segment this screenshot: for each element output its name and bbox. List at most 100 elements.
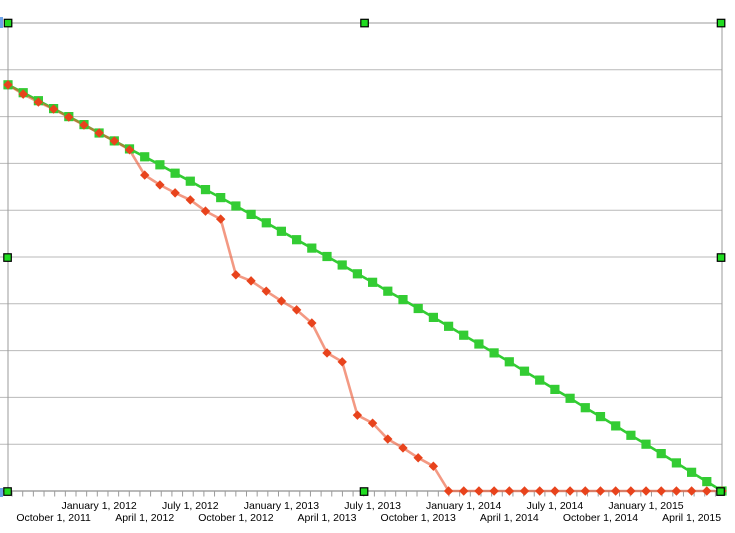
green-series-marker[interactable] bbox=[595, 412, 606, 422]
green-series-marker[interactable] bbox=[519, 366, 530, 376]
x-axis-label[interactable]: January 1, 2015 bbox=[608, 500, 683, 512]
selection-handle-bottom-left[interactable] bbox=[3, 487, 12, 496]
red-series-marker[interactable] bbox=[443, 486, 454, 496]
x-axis-label[interactable]: July 1, 2012 bbox=[162, 500, 219, 512]
red-series-marker[interactable] bbox=[185, 195, 195, 205]
red-series-marker[interactable] bbox=[140, 170, 150, 180]
red-series-marker[interactable] bbox=[413, 453, 423, 463]
red-series-marker[interactable] bbox=[291, 305, 302, 315]
selection-handle-middle-right[interactable] bbox=[716, 253, 726, 262]
green-series-marker[interactable] bbox=[155, 160, 165, 170]
selection-handle-bottom-right[interactable] bbox=[716, 487, 725, 496]
red-series-marker[interactable] bbox=[48, 104, 59, 114]
red-series-marker[interactable] bbox=[124, 145, 135, 155]
red-series-marker[interactable] bbox=[170, 188, 180, 198]
red-series-marker[interactable] bbox=[474, 486, 484, 496]
red-series-marker[interactable] bbox=[3, 80, 13, 90]
green-series-marker[interactable] bbox=[246, 209, 256, 219]
red-series-marker[interactable] bbox=[595, 486, 606, 496]
red-series-marker[interactable] bbox=[215, 214, 226, 224]
red-series-marker[interactable] bbox=[276, 296, 287, 306]
red-series-marker[interactable] bbox=[155, 180, 165, 190]
green-series-marker[interactable] bbox=[140, 152, 150, 162]
green-series-marker[interactable] bbox=[413, 303, 423, 314]
red-series-marker[interactable] bbox=[383, 434, 393, 444]
x-axis-label[interactable]: October 1, 2011 bbox=[16, 512, 91, 524]
x-axis-label[interactable]: January 1, 2012 bbox=[61, 500, 136, 512]
green-series-marker[interactable] bbox=[641, 439, 651, 449]
red-series-marker[interactable] bbox=[565, 486, 575, 496]
x-axis-label[interactable]: April 1, 2012 bbox=[115, 512, 174, 524]
green-series-marker[interactable] bbox=[398, 295, 408, 305]
green-series-marker[interactable] bbox=[504, 357, 514, 367]
green-series-marker[interactable] bbox=[383, 286, 393, 296]
red-series-marker[interactable] bbox=[641, 486, 651, 496]
red-series-marker[interactable] bbox=[200, 206, 211, 216]
red-series-marker[interactable] bbox=[504, 486, 515, 496]
x-axis-label[interactable]: January 1, 2013 bbox=[244, 500, 319, 512]
red-series-marker[interactable] bbox=[18, 89, 28, 99]
red-series-marker[interactable] bbox=[307, 318, 317, 328]
red-series-marker[interactable] bbox=[367, 418, 378, 428]
green-series-marker[interactable] bbox=[565, 393, 575, 403]
x-axis-label[interactable]: October 1, 2014 bbox=[563, 512, 638, 524]
red-series-marker[interactable] bbox=[610, 486, 621, 496]
red-series-marker[interactable] bbox=[489, 486, 499, 496]
selection-handle-top-right[interactable] bbox=[716, 18, 726, 28]
x-axis-label[interactable]: October 1, 2013 bbox=[381, 512, 456, 524]
green-series-marker[interactable] bbox=[368, 277, 378, 287]
red-series-marker[interactable] bbox=[580, 486, 590, 496]
red-series-marker[interactable] bbox=[322, 348, 332, 358]
green-series-marker[interactable] bbox=[580, 403, 590, 413]
green-series-marker[interactable] bbox=[687, 467, 697, 477]
red-series-marker[interactable] bbox=[246, 276, 256, 286]
red-series-marker[interactable] bbox=[33, 97, 44, 107]
green-series-marker[interactable] bbox=[216, 193, 226, 203]
red-series-marker[interactable] bbox=[79, 120, 89, 130]
green-series-marker[interactable] bbox=[200, 185, 211, 195]
green-series-marker[interactable] bbox=[185, 176, 195, 186]
red-series-marker[interactable] bbox=[686, 486, 697, 496]
selection-handle-middle-left[interactable] bbox=[3, 253, 12, 262]
green-series-marker[interactable] bbox=[428, 312, 438, 322]
red-series-marker[interactable] bbox=[535, 486, 545, 496]
green-series-marker[interactable] bbox=[337, 260, 347, 270]
selection-handle-bottom-middle[interactable] bbox=[359, 487, 369, 496]
green-series-marker[interactable] bbox=[474, 339, 484, 349]
green-series-marker[interactable] bbox=[656, 449, 666, 459]
green-series-marker[interactable] bbox=[170, 168, 180, 178]
selection-handle-top-middle[interactable] bbox=[360, 18, 369, 28]
green-series-marker[interactable] bbox=[292, 235, 302, 245]
x-axis-label[interactable]: April 1, 2014 bbox=[480, 512, 539, 524]
red-series-marker[interactable] bbox=[352, 410, 363, 420]
red-series-marker[interactable] bbox=[94, 128, 104, 138]
x-axis-label[interactable]: July 1, 2013 bbox=[344, 500, 401, 512]
green-series-marker[interactable] bbox=[307, 243, 317, 253]
green-series-marker[interactable] bbox=[611, 421, 621, 431]
red-series-marker[interactable] bbox=[702, 486, 712, 496]
green-series-marker[interactable] bbox=[231, 201, 241, 211]
x-axis-label[interactable]: October 1, 2012 bbox=[198, 512, 273, 524]
x-axis-label[interactable]: April 1, 2013 bbox=[298, 512, 357, 524]
green-series-marker[interactable] bbox=[626, 430, 636, 440]
green-series-marker[interactable] bbox=[352, 269, 362, 279]
x-axis-label[interactable]: January 1, 2014 bbox=[426, 500, 501, 512]
green-series-marker[interactable] bbox=[322, 251, 332, 262]
red-series-marker[interactable] bbox=[428, 461, 439, 471]
green-series-marker[interactable] bbox=[276, 226, 286, 236]
selection-handle-top-left[interactable] bbox=[3, 18, 13, 28]
red-series-marker[interactable] bbox=[671, 486, 682, 496]
red-series-marker[interactable] bbox=[656, 486, 666, 496]
green-series-marker[interactable] bbox=[489, 348, 499, 358]
red-series-marker[interactable] bbox=[398, 443, 408, 453]
red-series-marker[interactable] bbox=[550, 486, 560, 496]
green-series-marker[interactable] bbox=[671, 458, 681, 468]
red-series-marker[interactable] bbox=[626, 486, 636, 496]
green-series-marker[interactable] bbox=[444, 321, 454, 331]
red-series-marker[interactable] bbox=[519, 486, 530, 496]
green-series-marker[interactable] bbox=[459, 330, 469, 340]
red-series-marker[interactable] bbox=[337, 357, 347, 367]
x-axis-label[interactable]: April 1, 2015 bbox=[662, 512, 721, 524]
